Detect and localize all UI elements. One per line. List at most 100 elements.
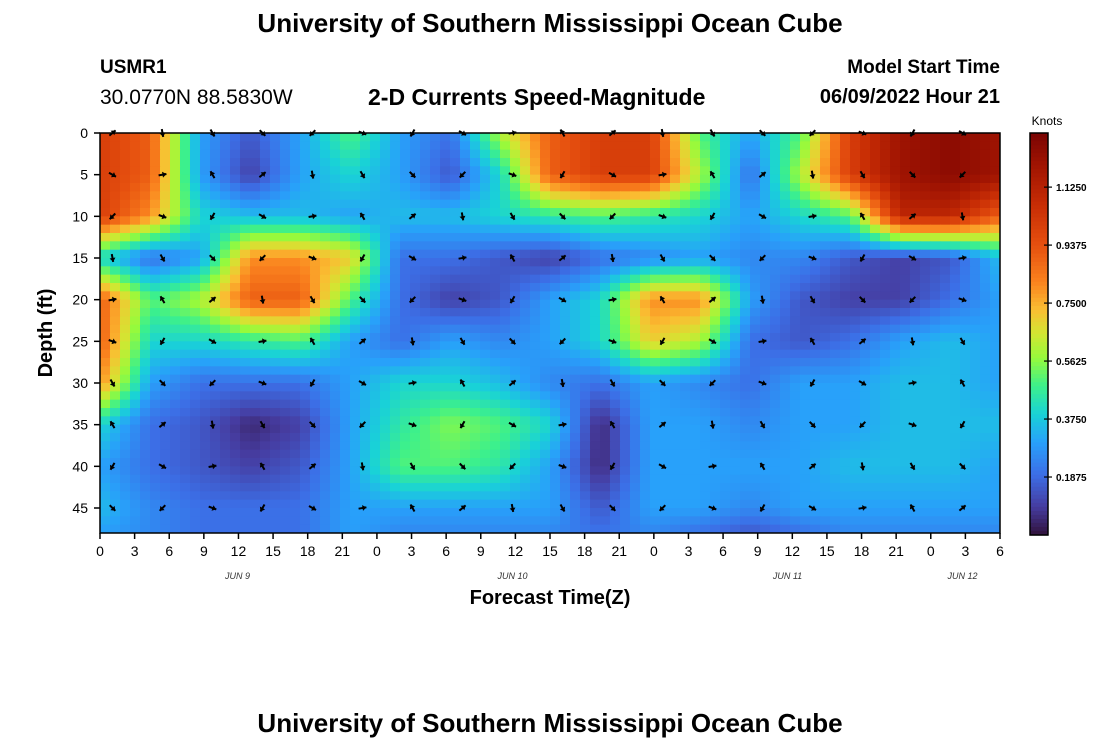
heatmap-cell bbox=[340, 341, 351, 351]
current-arrow bbox=[708, 296, 717, 303]
heatmap-cell bbox=[820, 224, 831, 234]
heatmap-cell bbox=[640, 174, 651, 184]
heatmap-cell bbox=[700, 449, 711, 459]
heatmap-cell bbox=[860, 424, 871, 434]
heatmap-cell bbox=[300, 249, 311, 259]
heatmap-cell bbox=[850, 416, 861, 426]
heatmap-cell bbox=[600, 491, 611, 501]
heatmap-cell bbox=[770, 458, 781, 467]
heatmap-cell bbox=[370, 358, 381, 367]
heatmap-cell bbox=[840, 224, 851, 234]
heatmap-cell bbox=[520, 166, 531, 176]
current-arrow bbox=[359, 462, 366, 471]
heatmap-cell bbox=[740, 208, 751, 217]
heatmap-cell bbox=[300, 349, 311, 359]
heatmap-cell bbox=[750, 383, 761, 392]
heatmap-cell bbox=[730, 308, 741, 317]
heatmap-cell bbox=[280, 133, 291, 142]
heatmap-cell bbox=[100, 224, 111, 234]
heatmap-cell bbox=[980, 433, 991, 442]
heatmap-cell bbox=[860, 416, 871, 426]
heatmap-cell bbox=[390, 299, 401, 309]
heatmap-cell bbox=[690, 416, 701, 426]
heatmap-cell bbox=[230, 158, 241, 167]
heatmap-cell bbox=[700, 149, 711, 159]
heatmap-cell bbox=[190, 258, 201, 267]
heatmap-cell bbox=[170, 458, 181, 467]
heatmap-cell bbox=[550, 249, 561, 259]
heatmap-cell bbox=[940, 241, 951, 251]
heatmap-cell bbox=[290, 291, 301, 301]
heatmap-cell bbox=[810, 449, 821, 459]
heatmap-cell bbox=[430, 183, 441, 192]
heatmap-cell bbox=[370, 341, 381, 351]
heatmap-cell bbox=[900, 258, 911, 267]
heatmap-cell bbox=[300, 466, 311, 476]
heatmap-cell bbox=[960, 299, 971, 309]
heatmap-cell bbox=[110, 524, 121, 533]
heatmap-cell bbox=[920, 416, 931, 426]
heatmap-cell bbox=[590, 466, 601, 476]
heatmap-cell bbox=[580, 308, 591, 317]
heatmap-cell bbox=[390, 349, 401, 359]
heatmap-cell bbox=[830, 433, 841, 442]
heatmap-cell bbox=[250, 458, 261, 467]
heatmap-cell bbox=[780, 333, 791, 342]
heatmap-cell bbox=[110, 216, 121, 226]
heatmap-cell bbox=[230, 349, 241, 359]
heatmap-cell bbox=[220, 258, 231, 267]
heatmap-cell bbox=[410, 358, 421, 367]
heatmap-cell bbox=[130, 249, 141, 259]
x-tick-label: 9 bbox=[754, 543, 762, 559]
heatmap-cell bbox=[190, 183, 201, 192]
heatmap-cell bbox=[870, 416, 881, 426]
heatmap-cell bbox=[830, 158, 841, 167]
heatmap-cell bbox=[790, 141, 801, 151]
heatmap-cell bbox=[660, 308, 671, 317]
heatmap-cell bbox=[140, 524, 151, 533]
colorbar-segment bbox=[1030, 346, 1048, 351]
heatmap-cell bbox=[960, 449, 971, 459]
heatmap-cell bbox=[550, 516, 561, 526]
heatmap-cell bbox=[360, 149, 371, 159]
heatmap-cell bbox=[670, 483, 681, 492]
heatmap-cell bbox=[400, 233, 411, 242]
x-tick-label: 15 bbox=[819, 543, 835, 559]
heatmap-cell bbox=[360, 424, 371, 434]
heatmap-cell bbox=[850, 249, 861, 259]
heatmap-cell bbox=[530, 141, 541, 151]
heatmap-cell bbox=[290, 274, 301, 284]
heatmap-cell bbox=[550, 374, 561, 384]
heatmap-cell bbox=[240, 391, 251, 401]
current-arrow bbox=[108, 504, 117, 512]
heatmap-cell bbox=[620, 383, 631, 392]
heatmap-cell bbox=[560, 241, 571, 251]
heatmap-cell bbox=[500, 308, 511, 317]
heatmap-cell bbox=[190, 441, 201, 451]
heatmap-cell bbox=[910, 333, 921, 342]
current-arrow bbox=[459, 420, 466, 429]
heatmap-cell bbox=[520, 499, 531, 509]
colorbar-segment bbox=[1030, 281, 1048, 287]
heatmap-cell bbox=[490, 341, 501, 351]
heatmap-cell bbox=[420, 399, 431, 409]
heatmap-cell bbox=[950, 408, 961, 417]
heatmap-cell bbox=[780, 433, 791, 442]
heatmap-cell bbox=[770, 424, 781, 434]
heatmap-cell bbox=[530, 166, 541, 176]
heatmap-cell bbox=[550, 383, 561, 392]
heatmap-cell bbox=[510, 374, 521, 384]
heatmap-cell bbox=[280, 416, 291, 426]
heatmap-cell bbox=[730, 183, 741, 192]
heatmap-cell bbox=[230, 491, 241, 501]
heatmap-cell bbox=[540, 233, 551, 242]
heatmap-cell bbox=[290, 508, 301, 517]
heatmap-cell bbox=[860, 358, 871, 367]
heatmap-cell bbox=[320, 233, 331, 242]
heatmap-cell bbox=[630, 333, 641, 342]
heatmap-cell bbox=[680, 191, 691, 201]
heatmap-cell bbox=[810, 383, 821, 392]
heatmap-cell bbox=[720, 491, 731, 501]
heatmap-cell bbox=[970, 133, 981, 142]
heatmap-cell bbox=[280, 491, 291, 501]
